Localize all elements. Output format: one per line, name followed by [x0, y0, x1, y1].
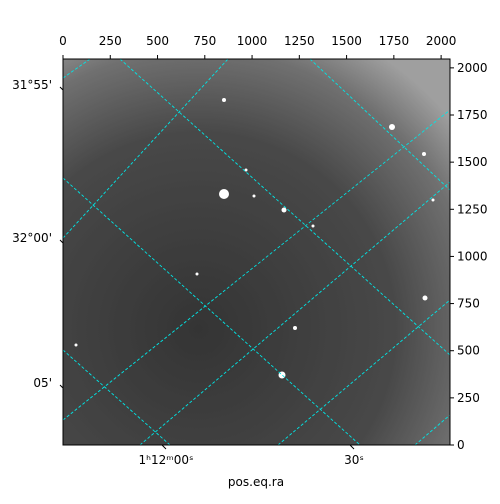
coordinate-grid-line	[309, 59, 450, 191]
dec-tick	[59, 384, 64, 389]
x-tick-label: 250	[99, 34, 122, 48]
x-tick-label: 2000	[426, 34, 457, 48]
ra-label: 30ˢ	[344, 453, 364, 467]
y-tick-label: 2000	[457, 61, 488, 75]
y-tick-label: 500	[457, 344, 480, 358]
y-tick-label: 0	[457, 438, 465, 452]
coordinate-grid-line	[63, 109, 450, 421]
coordinate-grid-line	[277, 299, 450, 445]
coordinate-grid-line	[139, 181, 450, 445]
coordinate-grid-line	[63, 177, 361, 445]
coordinate-grid-line	[414, 414, 450, 445]
x-tick-label: 0	[59, 34, 67, 48]
coordinate-grid-line	[119, 59, 450, 356]
y-tick-label: 1750	[457, 108, 488, 122]
ra-tick	[349, 444, 355, 450]
frame	[62, 58, 451, 446]
x-axis-label: pos.eq.ra	[228, 475, 284, 489]
y-tick-label: 750	[457, 297, 480, 311]
x-tick-label: 1750	[379, 34, 410, 48]
ra-tick	[161, 444, 167, 450]
image	[63, 59, 450, 445]
dec-label: 31°55'	[12, 78, 52, 92]
y-tick-label: 1500	[457, 155, 488, 169]
x-tick-label: 750	[193, 34, 216, 48]
y-tick-label: 1250	[457, 202, 488, 216]
x-tick-label: 1500	[331, 34, 362, 48]
coordinate-grid-line	[63, 59, 91, 79]
ra-label: 1ʰ12ᵐ00ˢ	[139, 453, 194, 467]
x-tick-label: 1250	[284, 34, 315, 48]
dec-label: 05'	[33, 376, 52, 390]
y-tick-label: 1000	[457, 249, 488, 263]
y-tick-label: 250	[457, 391, 480, 405]
dec-label: 32°00'	[12, 231, 52, 245]
coordinate-grid-line	[63, 59, 229, 239]
x-tick-label: 1000	[237, 34, 268, 48]
dec-tick	[59, 86, 64, 91]
dec-tick	[59, 239, 64, 244]
x-tick-label: 500	[146, 34, 169, 48]
coordinate-grid-line	[63, 349, 171, 445]
